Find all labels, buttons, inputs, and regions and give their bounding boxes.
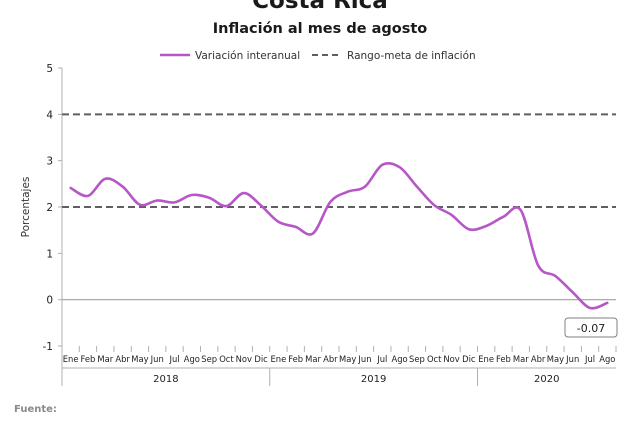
x-tick-label: Dic [462,354,476,364]
x-tick-label: Abr [323,354,338,364]
x-tick-label: Feb [81,354,96,364]
x-tick-label: Ene [478,354,494,364]
y-tick-label: 1 [46,248,53,260]
x-tick-label: Mar [513,354,529,364]
x-tick-label: Abr [531,354,546,364]
x-tick-label: May [339,354,356,364]
x-tick-label: May [131,354,148,364]
chart-title: Costa Rica [252,0,388,14]
x-tick-label: Ago [392,354,408,364]
y-tick-label: 3 [46,156,53,168]
last-value-callout: -0.07 [564,317,618,338]
year-label: 2020 [534,374,559,385]
y-tick-label: 0 [46,295,53,307]
x-tick-label: Mar [305,354,321,364]
y-tick-label: -1 [43,341,53,353]
x-tick-label: Oct [427,354,442,364]
x-tick-label: Ago [184,354,200,364]
x-tick-label: Jun [357,354,371,364]
legend-label-target: Rango-meta de inflación [347,50,476,62]
x-tick-label: Nov [443,354,459,364]
x-tick-label: Jul [584,354,595,364]
x-tick-label: Ene [63,354,79,364]
series-line-variacion [69,161,609,310]
legend-label-series: Variación interanual [195,50,300,62]
x-tick-label: Jun [565,354,579,364]
x-tick-label: Dic [254,354,268,364]
x-tick-label: May [547,354,564,364]
year-label: 2019 [361,374,386,385]
legend: Variación interanual Rango-meta de infla… [160,50,476,62]
x-tick-label: Oct [219,354,234,364]
y-axis-label: Porcentajes [20,177,32,238]
y-tick-label: 5 [46,63,53,75]
y-tick-label: 2 [46,202,53,214]
year-label: 2018 [153,374,178,385]
x-tick-label: Nov [236,354,252,364]
x-tick-label: Ago [599,354,615,364]
x-tick-label: Jun [150,354,164,364]
x-tick-label: Abr [115,354,130,364]
y-tick-label: 4 [46,109,53,121]
callout-box [564,317,618,338]
x-tick-label: Ene [271,354,287,364]
x-tick-label: Mar [97,354,113,364]
x-tick-label: Sep [409,354,425,364]
x-tick-label: Jul [168,354,179,364]
x-tick-label: Jul [376,354,387,364]
chart-subtitle: Inflación al mes de agosto [212,21,428,37]
source-footer: Fuente: [14,404,57,415]
x-tick-label: Sep [201,354,217,364]
callout-label: -0.07 [577,322,605,335]
x-tick-label: Feb [496,354,511,364]
x-tick-label: Feb [288,354,303,364]
